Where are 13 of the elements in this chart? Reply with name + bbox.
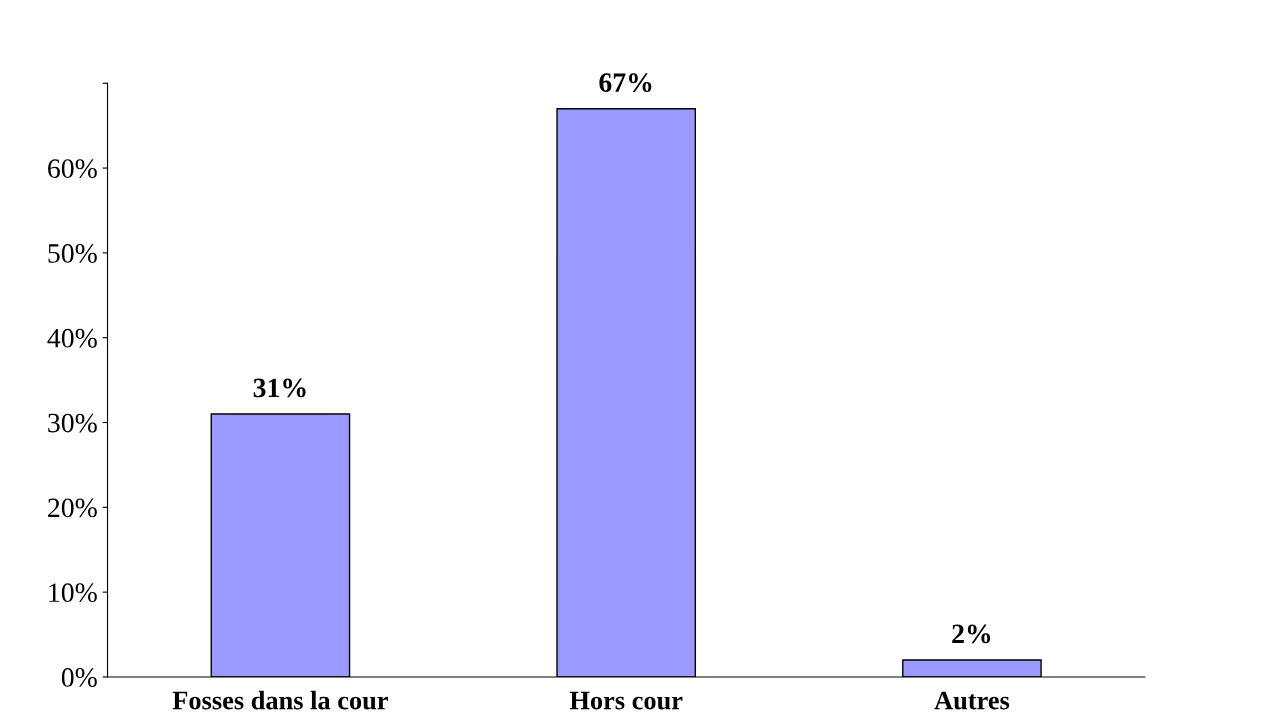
data-label: 31%: [253, 378, 306, 398]
x-tick-label: Autres: [934, 691, 1010, 710]
y-tick-label: 30%: [48, 413, 97, 433]
y-tick-label: 0%: [61, 668, 97, 687]
data-label: 67%: [599, 73, 652, 93]
x-tick-label: Hors cour: [569, 691, 683, 710]
y-tick-label: 10%: [49, 583, 97, 603]
y-tick-label: 50%: [48, 244, 97, 263]
y-tick-label: 20%: [48, 498, 97, 518]
y-tick-label: 40%: [47, 328, 97, 348]
y-tick-label: 60%: [48, 159, 97, 179]
x-tick-label: Fosses dans la cour: [172, 690, 388, 710]
data-label: 2%: [952, 624, 991, 644]
